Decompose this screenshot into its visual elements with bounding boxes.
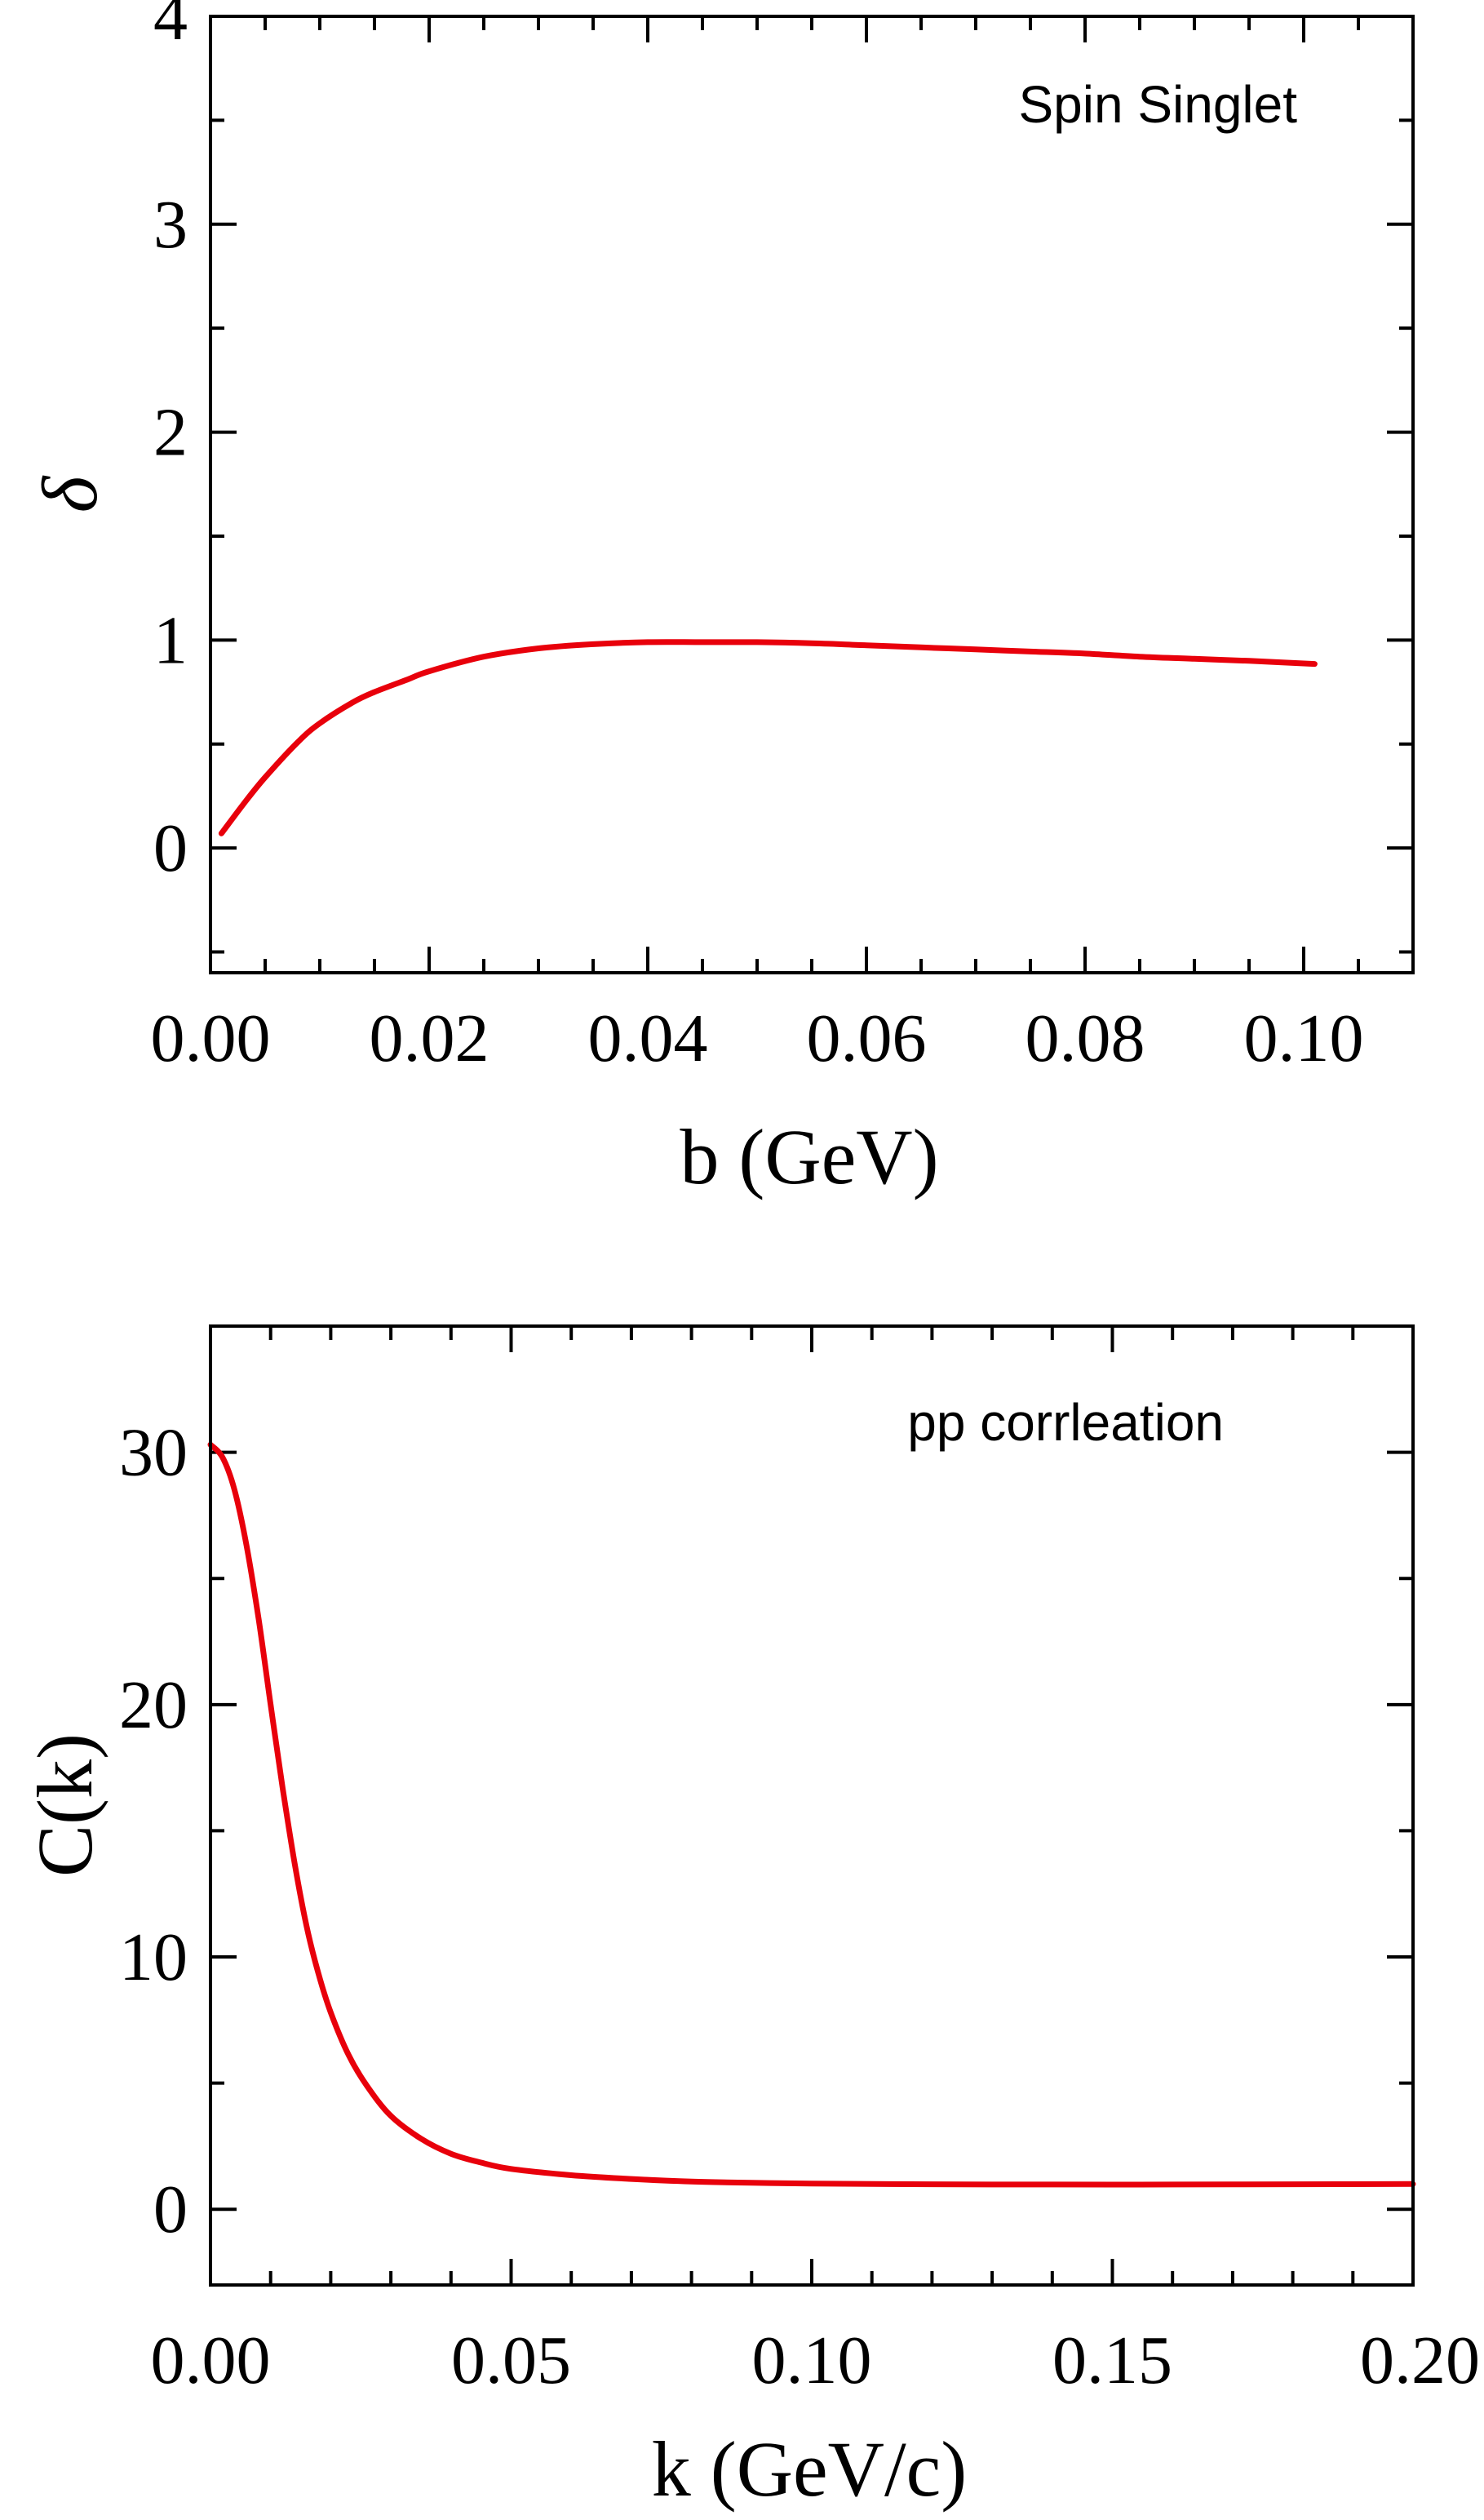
correlation-panel-curves (207, 1441, 1416, 2188)
delta-panel-tick-labels: 0.00 0.02 0.04 0.06 0.08 0.10 0 1 2 3 4 (151, 0, 1364, 1076)
spin-singlet-annotation: Spin Singlet (1018, 75, 1297, 134)
delta-y-tick-label: 4 (153, 0, 188, 55)
delta-x-axis-title: b (GeV) (680, 1113, 938, 1200)
delta-series-line (218, 639, 1318, 836)
delta-y-tick-label: 2 (153, 395, 188, 471)
correlation-series-line (207, 1441, 1416, 2188)
correlation-y-tick-label: 30 (119, 1415, 188, 1491)
delta-x-tick-label: 0.02 (370, 1000, 489, 1076)
delta-panel-ticks (209, 15, 1415, 973)
pp-correlation-annotation: pp corrleation (907, 1393, 1224, 1452)
correlation-panel-ticks (209, 1324, 1415, 2285)
delta-plot-frame (209, 15, 1415, 974)
correlation-y-axis-title: C(k) (21, 1733, 109, 1877)
correlation-x-tick-label: 0.20 (1360, 2323, 1480, 2398)
delta-x-tick-label: 0.06 (807, 1000, 927, 1076)
delta-y-tick-label: 1 (153, 602, 188, 678)
correlation-x-axis-title: k (GeV/c) (652, 2425, 967, 2513)
delta-x-tick-label: 0.10 (1244, 1000, 1364, 1076)
correlation-y-tick-label: 20 (119, 1667, 188, 1743)
delta-panel-curves (218, 639, 1318, 836)
delta-y-tick-label: 0 (153, 810, 188, 886)
correlation-y-tick-label: 10 (119, 1919, 188, 1995)
delta-x-tick-label: 0.00 (151, 1000, 271, 1076)
delta-y-tick-label: 3 (153, 187, 188, 263)
delta-y-axis-title: δ (26, 475, 113, 512)
correlation-x-tick-label: 0.10 (752, 2323, 872, 2398)
delta-vs-b-panel: 0.00 0.02 0.04 0.06 0.08 0.10 0 1 2 3 4 Spin Singl… (26, 0, 1415, 1200)
delta-x-tick-label: 0.04 (588, 1000, 708, 1076)
correlation-y-tick-label: 0 (153, 2172, 188, 2247)
correlation-panel-tick-labels: 0.00 0.05 0.10 0.15 0.20 0 10 20 30 (119, 1415, 1480, 2398)
correlation-x-tick-label: 0.05 (451, 2323, 571, 2398)
correlation-vs-k-panel: 0.00 0.05 0.10 0.15 0.20 0 10 20 30 pp corrleati… (21, 1324, 1480, 2513)
correlation-x-tick-label: 0.00 (151, 2323, 271, 2398)
delta-x-tick-label: 0.08 (1026, 1000, 1145, 1076)
correlation-x-tick-label: 0.15 (1052, 2323, 1172, 2398)
correlation-plot-frame (209, 1324, 1415, 2287)
